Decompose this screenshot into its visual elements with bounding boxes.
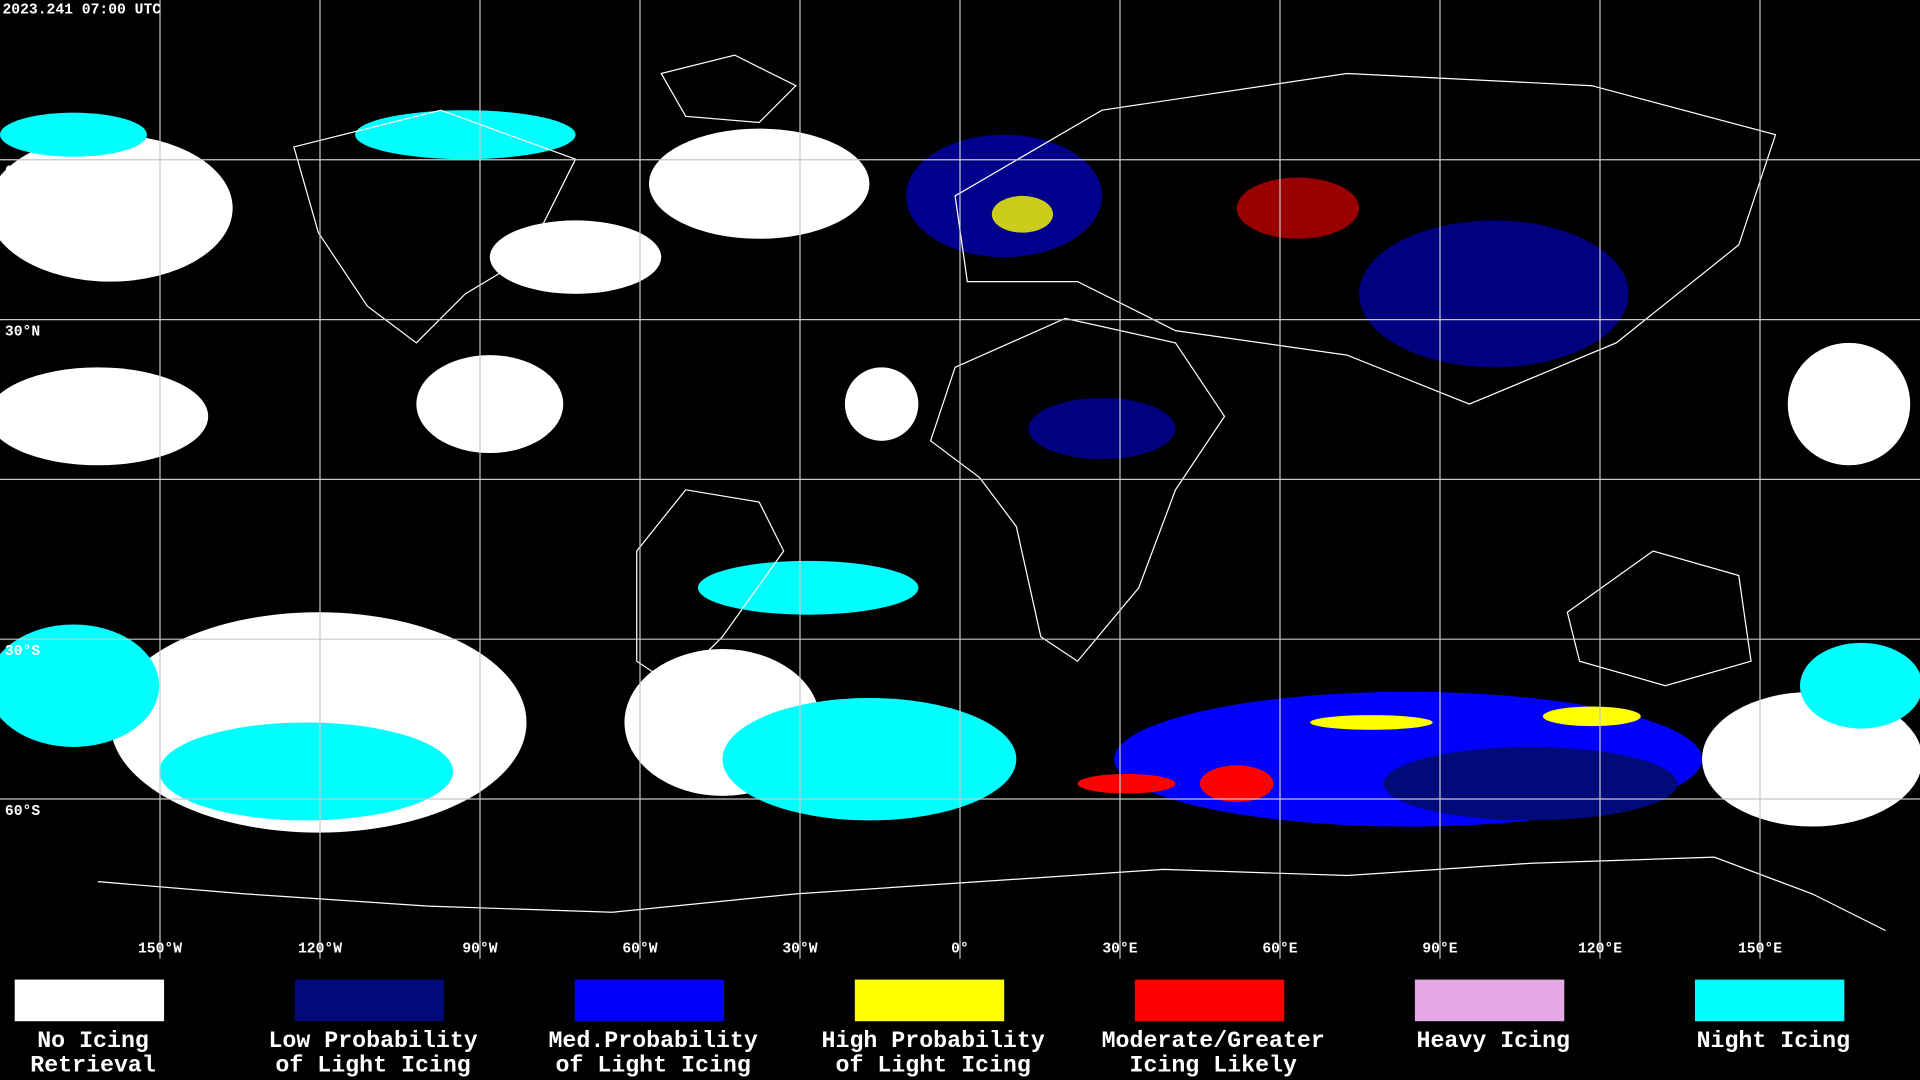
latitude-label: 60°S [5,804,40,820]
coastline [660,54,797,124]
legend-label: Med.Probability [548,1028,757,1054]
cloud [648,128,870,239]
longitude-label: 0° [951,942,969,958]
legend-label: No Icing [37,1028,149,1054]
cloud [416,355,564,454]
legend-label: Icing Likely [1130,1052,1297,1078]
icing-area [1028,397,1176,460]
cloud [1787,342,1911,466]
legend-label: of Light Icing [555,1052,750,1078]
coastline [293,109,577,344]
coastline [929,317,1226,663]
legend-label: Low Probability [268,1028,477,1054]
graticule [0,0,1920,959]
legend-label: High Probability [822,1028,1045,1054]
longitude-label: 60°W [622,942,657,958]
longitude-label: 150°W [138,942,182,958]
icing-layer [906,134,1703,827]
coastline [954,72,1777,405]
coastline [97,856,1886,932]
longitude-label: 120°E [1578,942,1622,958]
night-cloud [0,624,160,747]
coastline [636,489,785,687]
icing-area [1200,765,1274,803]
longitude-label: 60°E [1262,942,1297,958]
cloud [844,367,919,441]
night-cloud [722,697,1017,821]
legend-swatch [14,979,165,1022]
cloud [0,134,233,282]
night-cloud [1800,642,1920,729]
coastline [1566,550,1752,687]
timestamp: 2023.241 07:00 UTC [2,2,161,18]
latitude-label: 60°N [5,165,40,181]
cloud-layer [0,110,1920,833]
legend-swatch [574,979,725,1022]
legend-label: Heavy Icing [1417,1028,1570,1054]
legend-label: Moderate/Greater [1102,1028,1325,1054]
night-cloud [159,722,454,821]
longitude-label: 120°W [298,942,342,958]
longitude-label: 90°E [1422,942,1457,958]
longitude-label: 150°E [1738,942,1782,958]
icing-area [1359,220,1629,368]
icing-area [1383,746,1678,821]
legend-swatch [854,979,1005,1022]
latitude-label: 30°N [5,325,40,341]
legend-swatch [1694,979,1845,1022]
longitude-label: 30°E [1102,942,1137,958]
cloud [489,220,662,294]
night-cloud [697,560,919,615]
legend-label: of Light Icing [836,1052,1031,1078]
icing-area [1542,706,1641,727]
icing-area [991,195,1054,233]
icing-area [1310,715,1433,730]
longitude-label: 90°W [462,942,497,958]
coastlines [97,54,1886,932]
night-cloud [0,112,147,157]
legend-swatch [1134,979,1285,1022]
legend-swatch [1414,979,1565,1022]
legend-label: of Light Icing [275,1052,470,1078]
latitude-label: 30°S [5,644,40,660]
legend-swatch [294,979,445,1022]
legend-label: Night Icing [1697,1028,1850,1054]
cloud [0,367,209,466]
icing-area [1236,177,1360,239]
icing-area [1077,773,1176,794]
icing-area [906,134,1103,258]
longitude-label: 30°W [782,942,817,958]
night-cloud [355,110,576,160]
legend-label: Retrieval [30,1052,156,1078]
